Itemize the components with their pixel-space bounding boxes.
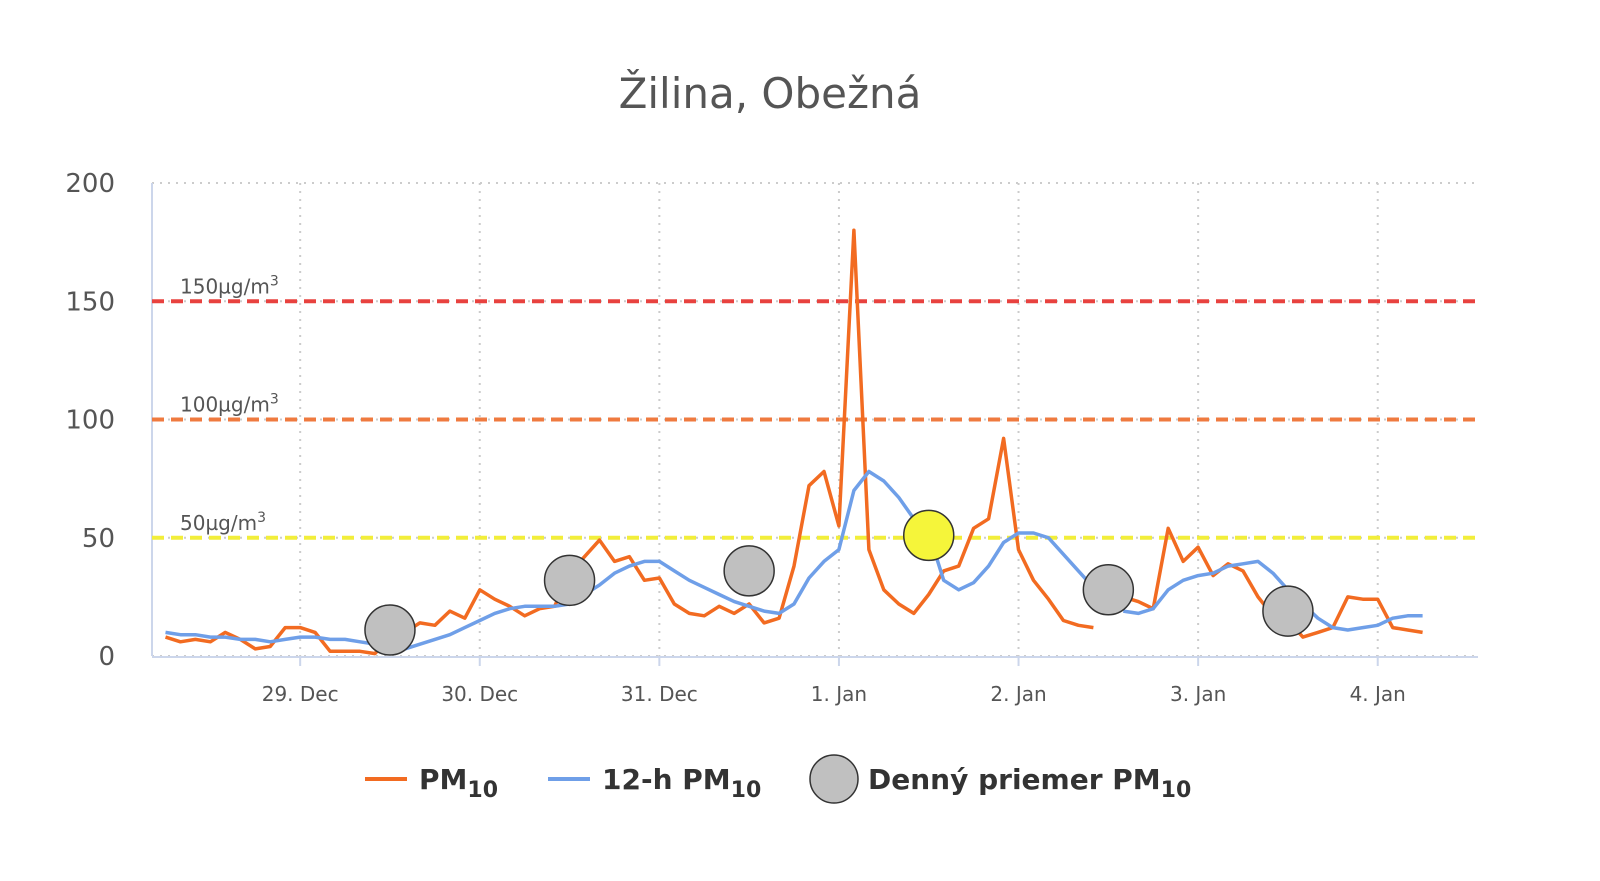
daily-mean-marker: [543, 554, 596, 607]
daily-mean-marker: [1082, 564, 1135, 616]
daily-mean-marker: [364, 604, 416, 656]
legend-label: Denný priemer PM10: [868, 763, 1191, 803]
legend-label: 12-h PM10: [602, 763, 761, 803]
threshold-label: 50µg/m3: [180, 510, 266, 535]
x-tick-label: 2. Jan: [990, 682, 1046, 706]
daily-mean-marker: [1262, 585, 1314, 637]
legend-label-sub: 10: [731, 778, 762, 803]
x-tick-label: 30. Dec: [441, 682, 518, 706]
legend-label-text: PM: [419, 763, 467, 796]
y-tick-label: 200: [65, 169, 115, 199]
threshold-label-text: 150µg/m: [180, 274, 270, 298]
legend-label-sub: 10: [1161, 778, 1192, 803]
threshold-label-sup: 3: [270, 273, 279, 289]
y-tick-label: 0: [98, 642, 115, 672]
y-tick-label: 100: [65, 406, 115, 436]
daily-mean-marker: [902, 509, 955, 562]
x-tick-label: 31. Dec: [621, 682, 698, 706]
threshold-label: 150µg/m3: [180, 273, 279, 298]
x-tick-label: 3. Jan: [1170, 682, 1226, 706]
legend-symbol: [809, 754, 859, 804]
x-tick-label: 29. Dec: [262, 682, 339, 706]
threshold-label-sup: 3: [270, 392, 279, 408]
chart-title: Žilina, Obežná: [619, 68, 922, 118]
legend-label: PM10: [419, 763, 498, 803]
threshold-label-text: 100µg/m: [180, 393, 270, 417]
legend-label-sub: 10: [467, 778, 498, 803]
x-tick-label: 1. Jan: [811, 682, 867, 706]
threshold-label-text: 50µg/m: [180, 511, 257, 535]
legend-label-text: Denný priemer PM: [868, 763, 1161, 796]
series-line: [164, 228, 1423, 656]
y-tick-label: 50: [82, 524, 115, 554]
threshold-label: 100µg/m3: [180, 392, 279, 417]
daily-mean-marker: [723, 545, 775, 597]
threshold-label-sup: 3: [257, 510, 266, 526]
legend-label-text: 12-h PM: [602, 763, 731, 796]
x-tick-label: 4. Jan: [1350, 682, 1406, 706]
y-tick-label: 150: [65, 287, 115, 317]
series-line: [165, 469, 1423, 651]
